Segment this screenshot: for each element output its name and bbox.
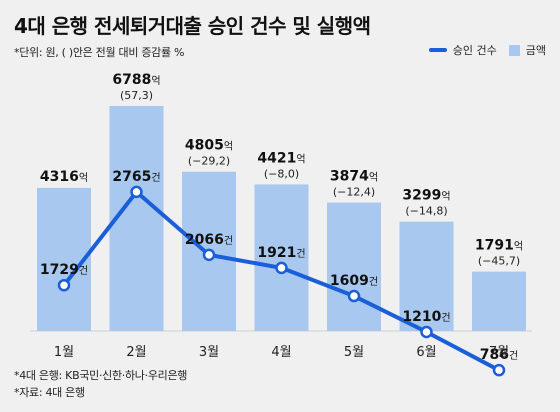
line-point-2 (130, 185, 143, 199)
line-value-label-4: 1921건 (257, 245, 305, 261)
bar-2 (109, 105, 164, 331)
x-tick-label-4: 4월 (271, 345, 291, 360)
line-point-6 (420, 325, 433, 339)
unit-note: *단위: 원, ( )안은 전월 대비 증감률 % (14, 46, 185, 59)
bar-change-label-5: (−12,4) (333, 186, 375, 199)
line-value-label-6: 1210건 (402, 309, 450, 325)
x-tick-label-1: 1월 (54, 345, 74, 360)
bar-value-label-7: 1791억 (475, 238, 523, 254)
bar-value-label-6: 3299억 (402, 188, 450, 204)
line-value-label-3: 2066건 (185, 232, 233, 248)
line-value-label-2: 2765건 (112, 169, 160, 185)
bar-change-label-3: (−29,2) (188, 155, 230, 168)
bar-value-label-5: 3874억 (330, 169, 378, 185)
bar-4 (254, 184, 309, 331)
chart-title: 4대 은행 전세퇴거대출 승인 건수 및 실행액 (14, 14, 371, 38)
bar-value-label-1: 4316억 (40, 169, 88, 185)
footer-source-note: *자료: 4대 은행 (14, 386, 85, 399)
bar-change-label-4: (−8,0) (264, 167, 299, 180)
legend-line-label: 승인 건수 (452, 44, 497, 57)
legend-bar-swatch (508, 44, 520, 56)
x-tick-label-5: 5월 (344, 345, 364, 360)
bar-value-label-2: 6788억 (112, 72, 160, 88)
line-point-7 (492, 363, 506, 377)
bar-6 (399, 221, 454, 331)
x-tick-label-6: 6월 (416, 345, 436, 360)
legend-line-swatch (428, 48, 447, 52)
bar-change-label-6: (−14,8) (405, 205, 447, 218)
line-point-4 (275, 261, 288, 275)
line-point-3 (202, 248, 216, 262)
footer-banks-note: *4대 은행: KB국민·신한·하나·우리은행 (14, 369, 188, 382)
line-point-1 (57, 278, 71, 292)
line-value-label-7: 786건 (480, 347, 518, 363)
line-value-label-5: 1609건 (330, 273, 378, 289)
bar-value-label-3: 4805억 (185, 138, 233, 154)
x-tick-label-7: 7월 (489, 345, 509, 360)
legend: 승인 건수 금액 (428, 42, 546, 58)
bar-change-label-2: (57,3) (120, 89, 153, 102)
footer: *4대 은행: KB국민·신한·하나·우리은행 *자료: 4대 은행 (14, 367, 187, 401)
bar-value-label-4: 4421억 (257, 150, 305, 166)
x-tick-label-3: 3월 (199, 345, 219, 360)
bar-change-label-7: (−45,7) (478, 255, 520, 268)
bar-5 (327, 202, 381, 331)
legend-bar-label: 금액 (525, 44, 546, 57)
bar-7 (472, 271, 526, 331)
x-tick-label-2: 2월 (126, 345, 146, 360)
line-point-5 (347, 289, 361, 303)
line-value-label-1: 1729건 (40, 262, 88, 278)
